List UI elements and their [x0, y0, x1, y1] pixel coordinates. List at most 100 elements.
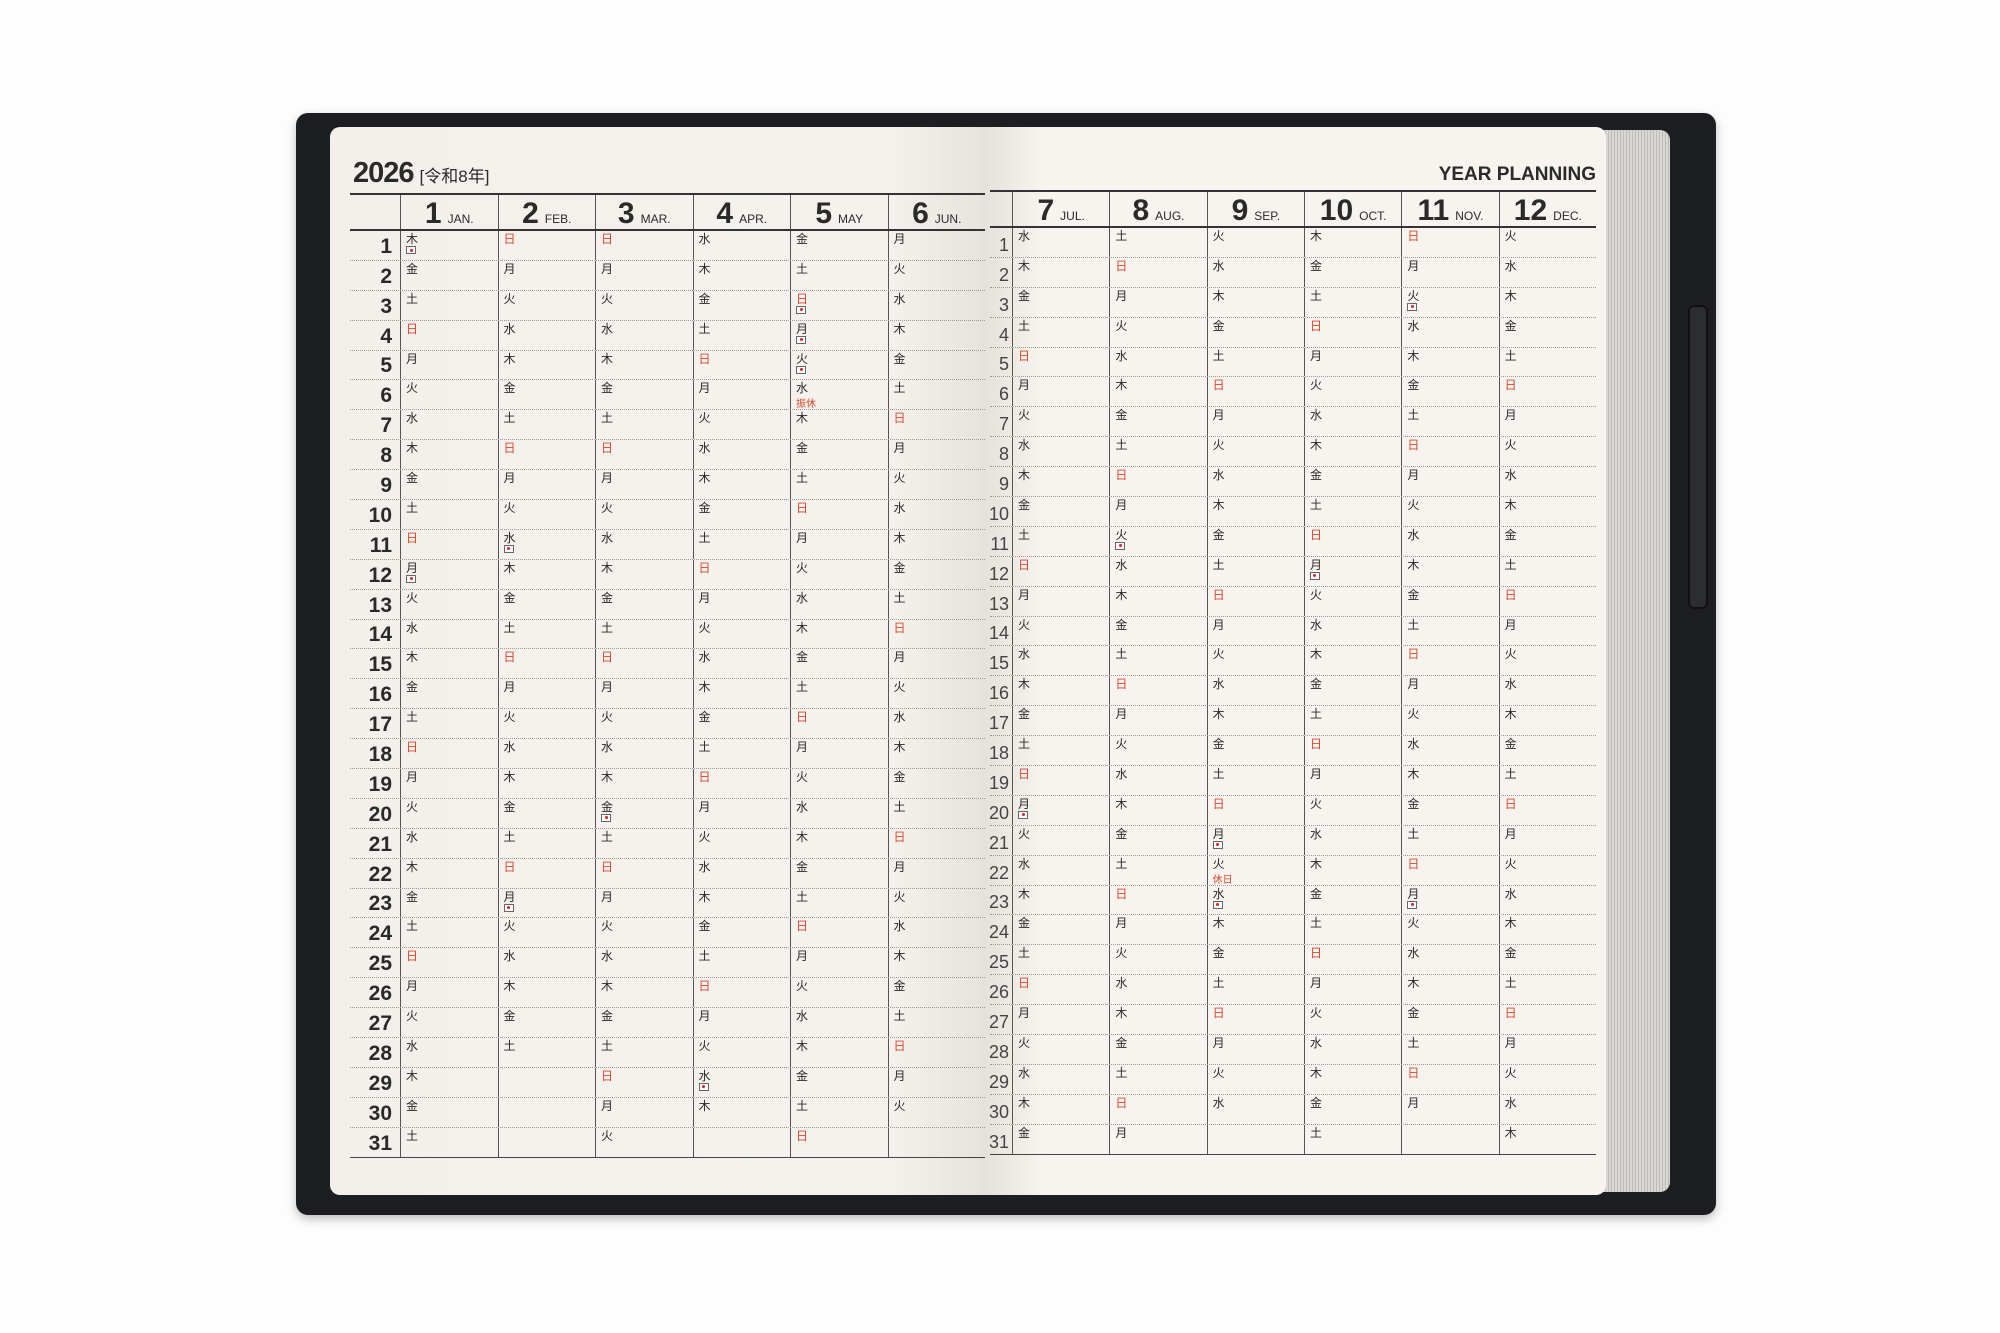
- day-cell[interactable]: 土: [595, 410, 693, 440]
- day-cell[interactable]: 月: [497, 679, 596, 709]
- day-cell[interactable]: 木: [400, 1067, 498, 1097]
- day-cell[interactable]: 土: [1401, 616, 1498, 646]
- day-cell[interactable]: 金: [1206, 317, 1304, 347]
- day-cell[interactable]: 火: [1401, 706, 1498, 736]
- day-cell[interactable]: 土: [400, 1127, 498, 1157]
- day-cell[interactable]: 月: [692, 1008, 791, 1038]
- day-cell[interactable]: 木: [595, 978, 693, 1008]
- day-cell[interactable]: 金: [790, 649, 888, 679]
- day-cell[interactable]: [1401, 1124, 1498, 1154]
- day-cell[interactable]: 日: [1401, 855, 1498, 885]
- day-cell[interactable]: 水: [1401, 526, 1498, 556]
- day-cell[interactable]: 水: [887, 918, 986, 948]
- day-cell[interactable]: 水: [595, 320, 693, 350]
- day-cell[interactable]: 木: [1206, 497, 1304, 526]
- day-cell[interactable]: 日: [887, 828, 986, 858]
- day-cell[interactable]: 金: [1303, 467, 1401, 497]
- day-cell[interactable]: 火: [790, 559, 888, 589]
- day-cell[interactable]: 土: [497, 1038, 596, 1067]
- day-cell[interactable]: 水: [1498, 676, 1596, 706]
- day-cell[interactable]: 日: [887, 619, 986, 649]
- day-cell[interactable]: 金: [887, 769, 986, 798]
- day-cell[interactable]: 日: [790, 290, 888, 320]
- day-cell[interactable]: 土: [887, 380, 986, 410]
- day-cell[interactable]: 月: [595, 888, 693, 918]
- day-cell[interactable]: 日: [1012, 975, 1109, 1005]
- day-cell[interactable]: 土: [1012, 526, 1109, 556]
- day-cell[interactable]: 火: [497, 709, 596, 739]
- day-cell[interactable]: 水: [692, 440, 791, 470]
- day-cell[interactable]: 月: [1109, 706, 1206, 736]
- day-cell[interactable]: 火: [1109, 526, 1206, 556]
- day-cell[interactable]: 日: [1303, 317, 1401, 347]
- day-cell[interactable]: 金: [692, 918, 791, 948]
- day-cell[interactable]: 月: [1109, 1124, 1206, 1154]
- day-cell[interactable]: 土: [1303, 915, 1401, 945]
- day-cell[interactable]: 水: [1109, 347, 1206, 377]
- day-cell[interactable]: 土: [1401, 825, 1498, 855]
- day-cell[interactable]: 日: [497, 858, 596, 888]
- day-cell[interactable]: 火: [790, 350, 888, 380]
- day-cell[interactable]: 金: [1303, 676, 1401, 706]
- day-cell[interactable]: 金: [497, 1008, 596, 1038]
- day-cell[interactable]: 月: [1498, 825, 1596, 855]
- day-cell[interactable]: 日: [1206, 586, 1304, 616]
- day-cell[interactable]: 土: [1498, 347, 1596, 377]
- day-cell[interactable]: 日: [1109, 676, 1206, 706]
- day-cell[interactable]: 金: [1109, 407, 1206, 437]
- day-cell[interactable]: 月: [1303, 347, 1401, 377]
- day-cell[interactable]: 土: [887, 1008, 986, 1038]
- day-cell[interactable]: 金: [790, 1067, 888, 1097]
- day-cell[interactable]: 金: [497, 798, 596, 828]
- day-cell[interactable]: 日: [1109, 257, 1206, 287]
- day-cell[interactable]: 木: [790, 828, 888, 858]
- day-cell[interactable]: 水: [887, 500, 986, 529]
- day-cell[interactable]: 日: [1109, 885, 1206, 915]
- day-cell[interactable]: 金: [1498, 526, 1596, 556]
- day-cell[interactable]: 木: [1303, 228, 1401, 257]
- day-cell[interactable]: 金: [1012, 497, 1109, 526]
- day-cell[interactable]: 日: [692, 559, 791, 589]
- day-cell[interactable]: 土: [1401, 407, 1498, 437]
- day-cell[interactable]: 日: [595, 858, 693, 888]
- day-cell[interactable]: 日: [497, 231, 596, 260]
- day-cell[interactable]: 金: [1498, 945, 1596, 975]
- day-cell[interactable]: 日: [400, 320, 498, 350]
- day-cell[interactable]: 日: [1206, 377, 1304, 407]
- day-cell[interactable]: 土: [1498, 556, 1596, 586]
- day-cell[interactable]: 日: [595, 440, 693, 470]
- day-cell[interactable]: 金: [1012, 1124, 1109, 1154]
- day-cell[interactable]: [692, 1127, 791, 1157]
- day-cell[interactable]: 金: [1303, 1094, 1401, 1124]
- day-cell[interactable]: 日: [790, 500, 888, 529]
- day-cell[interactable]: 金: [595, 1008, 693, 1038]
- day-cell[interactable]: 金: [497, 380, 596, 410]
- day-cell[interactable]: 火: [400, 798, 498, 828]
- day-cell[interactable]: 金: [790, 231, 888, 260]
- day-cell[interactable]: 水振休: [790, 380, 888, 410]
- day-cell[interactable]: 月: [692, 798, 791, 828]
- day-cell[interactable]: 火: [595, 709, 693, 739]
- day-cell[interactable]: 日: [1303, 526, 1401, 556]
- day-cell[interactable]: 土: [1303, 497, 1401, 526]
- day-cell[interactable]: 木: [1401, 975, 1498, 1005]
- day-cell[interactable]: 木: [692, 888, 791, 918]
- day-cell[interactable]: 木: [1012, 1094, 1109, 1124]
- day-cell[interactable]: 月: [1401, 257, 1498, 287]
- day-cell[interactable]: 月: [1109, 915, 1206, 945]
- day-cell[interactable]: 火: [1498, 228, 1596, 257]
- day-cell[interactable]: 火: [1498, 437, 1596, 467]
- day-cell[interactable]: 木: [1303, 646, 1401, 676]
- day-cell[interactable]: 水: [1206, 885, 1304, 915]
- day-cell[interactable]: 火: [595, 1127, 693, 1157]
- day-cell[interactable]: 土: [595, 619, 693, 649]
- day-cell[interactable]: 金: [1109, 825, 1206, 855]
- day-cell[interactable]: 火: [1498, 646, 1596, 676]
- day-cell[interactable]: 月: [887, 231, 986, 260]
- day-cell[interactable]: 月: [790, 320, 888, 350]
- day-cell[interactable]: 月: [1303, 975, 1401, 1005]
- day-cell[interactable]: 水: [692, 858, 791, 888]
- day-cell[interactable]: 月: [1498, 1035, 1596, 1064]
- day-cell[interactable]: 木: [595, 769, 693, 798]
- day-cell[interactable]: 木: [1303, 855, 1401, 885]
